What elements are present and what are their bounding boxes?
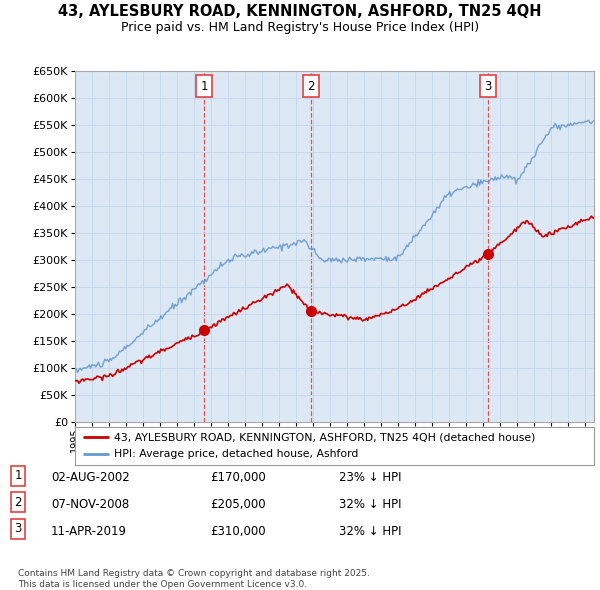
Text: £205,000: £205,000 [210, 498, 266, 511]
Text: HPI: Average price, detached house, Ashford: HPI: Average price, detached house, Ashf… [114, 449, 358, 459]
Text: 32% ↓ HPI: 32% ↓ HPI [339, 498, 401, 511]
Text: 2: 2 [307, 80, 314, 93]
Text: 1: 1 [200, 80, 208, 93]
Text: 3: 3 [484, 80, 491, 93]
Text: 43, AYLESBURY ROAD, KENNINGTON, ASHFORD, TN25 4QH (detached house): 43, AYLESBURY ROAD, KENNINGTON, ASHFORD,… [114, 432, 535, 442]
Text: 07-NOV-2008: 07-NOV-2008 [51, 498, 129, 511]
Text: 02-AUG-2002: 02-AUG-2002 [51, 471, 130, 484]
Text: £170,000: £170,000 [210, 471, 266, 484]
Text: £310,000: £310,000 [210, 525, 266, 537]
Text: 3: 3 [14, 522, 22, 535]
Text: 32% ↓ HPI: 32% ↓ HPI [339, 525, 401, 537]
Text: 43, AYLESBURY ROAD, KENNINGTON, ASHFORD, TN25 4QH: 43, AYLESBURY ROAD, KENNINGTON, ASHFORD,… [58, 4, 542, 19]
Text: 23% ↓ HPI: 23% ↓ HPI [339, 471, 401, 484]
Text: 2: 2 [14, 496, 22, 509]
Text: Price paid vs. HM Land Registry's House Price Index (HPI): Price paid vs. HM Land Registry's House … [121, 21, 479, 34]
Text: 11-APR-2019: 11-APR-2019 [51, 525, 127, 537]
Text: Contains HM Land Registry data © Crown copyright and database right 2025.
This d: Contains HM Land Registry data © Crown c… [18, 569, 370, 589]
Text: 1: 1 [14, 469, 22, 482]
